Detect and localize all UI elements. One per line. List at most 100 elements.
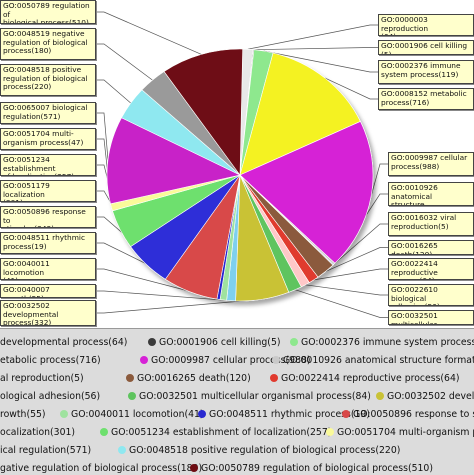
legend-label: GO:0009987 cellular process(988): [151, 355, 311, 366]
callout-go-0050896: GO:0050896 response to stimulus(343): [0, 206, 96, 228]
legend-label: ical regulation(571): [0, 445, 92, 456]
legend-row: ological adhesion(56) GO:0032501 multicel…: [0, 389, 474, 405]
legend-row: etabolic process(716) GO:0009987 cellular…: [0, 353, 474, 369]
callout-go-0065007: GO:0065007 biological regulation(571): [0, 102, 96, 124]
legend-swatch-icon: [126, 374, 134, 382]
leader-line: [294, 289, 388, 318]
leader-line: [96, 290, 232, 302]
legend-item: GO:0022414 reproductive process(64): [270, 371, 460, 387]
leader-line: [313, 268, 388, 281]
callout-go-0008152: GO:0008152 metabolic process(716): [378, 88, 474, 110]
legend-row: developmental process(64) GO:0001906 cell…: [0, 335, 474, 351]
callout-go-0051704: GO:0051704 multi- organism process(47): [0, 128, 96, 150]
legend-row: rowth(55) GO:0040011 locomotion(41) GO:004…: [0, 407, 474, 423]
leader-line: [332, 223, 388, 266]
legend-swatch-icon: [270, 374, 278, 382]
leader-line: [96, 11, 202, 55]
legend-item: al reproduction(5): [0, 371, 84, 387]
legend-item: etabolic process(716): [0, 353, 101, 369]
pie-slice-go-0009987: [239, 121, 374, 264]
legend-item: GO:0048511 rhythmic process(19): [198, 407, 370, 423]
callout-go-0016032: GO:0016032 viral reproduction(5): [388, 212, 474, 236]
legend-swatch-icon: [140, 356, 148, 364]
leader-line: [263, 50, 378, 73]
leader-line: [370, 163, 388, 197]
legend-label: GO:0050789 regulation of biological proc…: [201, 463, 433, 474]
leader-line: [324, 77, 378, 100]
legend-label: rowth(55): [0, 409, 46, 420]
legend-item: GO:0048518 positive regulation of biolog…: [118, 443, 400, 459]
legend-swatch-icon: [376, 392, 384, 400]
legend-item: GO:0051234 establishment of localization…: [100, 425, 331, 441]
legend-item: GO:0009987 cellular process(988): [140, 353, 311, 369]
leader-line: [96, 268, 224, 301]
leader-line: [96, 112, 109, 160]
callout-go-0051234: GO:0051234 establishment of localization…: [0, 154, 96, 176]
legend-label: GO:0051234 establishment of localization…: [111, 427, 332, 438]
callout-go-0002376: GO:0002376 immune system process(119): [378, 60, 474, 84]
legend-swatch-icon: [190, 464, 198, 472]
legend-item: GO:0032501 multicellular organismal proc…: [128, 389, 371, 405]
callout-go-0048511: GO:0048511 rhythmic process(19): [0, 232, 96, 254]
legend-swatch-icon: [128, 392, 136, 400]
legend-item: GO:0016265 death(120): [126, 371, 251, 387]
pie-slice-go-0008152: [239, 52, 361, 176]
legend-item: rowth(55): [0, 407, 46, 423]
callout-go-0051179: GO:0051179 localization (301): [0, 180, 96, 202]
callout-go-0010926: GO:0010926 anatomical structure formatio…: [388, 182, 474, 206]
legend-label: ological adhesion(56): [0, 391, 101, 402]
legend-label: GO:0002376 immune system process(119): [301, 337, 474, 348]
legend-label: GO:0022414 reproductive process(64): [281, 373, 460, 384]
legend-item: GO:0010926 anatomical structure formatio…: [272, 353, 474, 369]
legend-item: gative regulation of biological process(…: [0, 461, 202, 475]
go-pie-chart: [96, 11, 388, 318]
legend-label: GO:0050896 response to st: [353, 409, 474, 420]
legend-label: developmental process(64): [0, 337, 128, 348]
legend-item: ocalization(301): [0, 425, 75, 441]
callout-go-0032501: GO:0032501 multicellular: [388, 310, 474, 325]
leader-line: [325, 247, 388, 272]
legend-label: GO:0001906 cell killing(5): [159, 337, 281, 348]
leader-line: [247, 24, 378, 50]
callout-go-0048518: GO:0048518 positive regulation of biolog…: [0, 64, 96, 96]
legend-row: al reproduction(5) GO:0016265 death(120) G…: [0, 371, 474, 387]
legend-row: gative regulation of biological process(…: [0, 461, 474, 475]
legend: developmental process(64) GO:0001906 cell…: [0, 328, 474, 475]
legend-item: GO:0050789 regulation of biological proc…: [190, 461, 433, 475]
callout-go-0048519: GO:0048519 negative regulation of biolog…: [0, 28, 96, 60]
legend-item: ological adhesion(56): [0, 389, 100, 405]
legend-item: ical regulation(571): [0, 443, 91, 459]
legend-label: etabolic process(716): [0, 355, 101, 366]
legend-row: ical regulation(571) GO:0048518 positive …: [0, 443, 474, 459]
callout-go-0001906: GO:0001906 cell killing (5): [378, 40, 474, 55]
legend-label: GO:0010926 anatomical structure formatio…: [283, 355, 474, 366]
legend-item: GO:0002376 immune system process(119): [290, 335, 474, 351]
legend-label: GO:0048518 positive regulation of biolog…: [129, 445, 401, 456]
callout-go-0032502: GO:0032502 developmental process(332): [0, 300, 96, 326]
legend-swatch-icon: [272, 356, 280, 364]
callout-go-0040007: GO:0040007 growth(55): [0, 284, 96, 298]
legend-item: developmental process(64): [0, 335, 127, 351]
legend-swatch-icon: [342, 410, 350, 418]
legend-item: GO:0001906 cell killing(5): [148, 335, 280, 351]
pie-slice-go-0050789: [163, 48, 243, 176]
legend-label: al reproduction(5): [0, 373, 84, 384]
leader-line: [96, 298, 263, 314]
legend-swatch-icon: [198, 410, 206, 418]
legend-swatch-icon: [60, 410, 68, 418]
legend-item: GO:0032502 developmental p: [376, 389, 474, 405]
legend-row: ocalization(301) GO:0051234 establishment…: [0, 425, 474, 441]
leader-line: [305, 284, 388, 296]
pie: [106, 48, 374, 302]
legend-swatch-icon: [148, 338, 156, 346]
legend-label: gative regulation of biological process(…: [0, 463, 203, 474]
callout-go-0000003: GO:0000003 reproduction (64): [378, 14, 474, 36]
callout-go-0040011: GO:0040011 locomotion (41): [0, 258, 96, 280]
legend-item: GO:0040011 locomotion(41): [60, 407, 204, 423]
legend-swatch-icon: [118, 446, 126, 454]
legend-label: GO:0032502 developmental p: [387, 391, 474, 402]
legend-label: GO:0048511 rhythmic process(19): [209, 409, 370, 420]
callout-go-0022610: GO:0022610 biological adhesion(56): [388, 284, 474, 306]
legend-item: GO:0051704 multi-organism proce: [326, 425, 474, 441]
callout-go-0022414: GO:0022414 reproductive process(64): [388, 258, 474, 280]
